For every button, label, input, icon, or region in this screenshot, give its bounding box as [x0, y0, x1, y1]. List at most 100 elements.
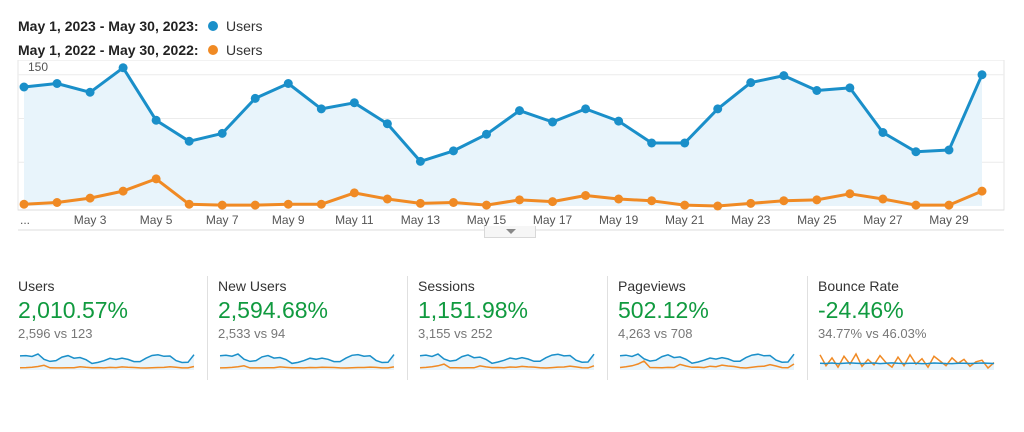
series-current-point-27: [878, 128, 888, 137]
metric-pageviews-name: Pageviews: [618, 278, 686, 294]
series-current-point-18: [581, 104, 591, 114]
series-current-point-26: [845, 83, 855, 93]
sparkline-current-area: [220, 354, 394, 370]
metric-bounce-rate[interactable]: Bounce Rate -24.46% 34.77% vs 46.03%: [808, 276, 1008, 380]
metric-new-users-value: 2,594.68%: [218, 297, 328, 323]
legend-current-range: May 1, 2023 - May 30, 2023:: [18, 18, 199, 34]
series-previous-point-11: [349, 188, 359, 198]
series-previous-point-4: [118, 186, 128, 196]
sparkline-current-area: [20, 354, 194, 370]
metric-pageviews[interactable]: Pageviews 502.12% 4,263 vs 708: [608, 276, 808, 380]
x-tick-label: May 3: [74, 213, 107, 227]
x-tick-label: May 23: [731, 213, 771, 227]
series-current-point-21: [680, 138, 690, 148]
series-previous-point-5: [151, 174, 161, 184]
legend-previous-dot: [208, 45, 218, 55]
series-previous-point-10: [316, 199, 326, 209]
metric-users-sparkline: [19, 353, 195, 370]
x-tick-label: May 25: [797, 213, 837, 227]
metric-pageviews-sparkline: [619, 353, 795, 370]
series-previous-point-25: [812, 195, 822, 205]
series-current-point-10: [316, 104, 326, 114]
metric-new-users-compare: 2,533 vs 94: [218, 326, 286, 341]
series-current-point-23: [746, 78, 756, 88]
series-previous-point-26: [845, 189, 855, 199]
collapse-chart-button[interactable]: [484, 226, 536, 238]
y-tick-label: 150: [28, 60, 48, 74]
sparkline-current-area: [620, 354, 794, 370]
legend-current-dot: [208, 21, 218, 31]
legend-previous: May 1, 2022 - May 30, 2022: Users: [18, 38, 263, 62]
sparkline-current-area: [420, 354, 594, 370]
x-tick-label: May 19: [599, 213, 639, 227]
series-current-line: [23, 66, 984, 163]
metric-bounce-rate-compare: 34.77% vs 46.03%: [818, 326, 927, 341]
x-tick-label: May 29: [929, 213, 969, 227]
metric-sessions[interactable]: Sessions 1,151.98% 3,155 vs 252: [408, 276, 608, 380]
series-previous-point-9: [283, 199, 293, 209]
series-previous-point-14: [448, 198, 458, 207]
series-current-point-22: [713, 104, 723, 114]
legend-previous-range: May 1, 2022 - May 30, 2022:: [18, 42, 199, 58]
x-tick-label: May 27: [863, 213, 903, 227]
series-previous-point-2: [52, 198, 62, 207]
x-tick-label: May 21: [665, 213, 705, 227]
metric-bounce-rate-value: -24.46%: [818, 297, 904, 323]
series-previous-point-27: [878, 194, 888, 204]
series-current-point-17: [548, 117, 558, 127]
series-current-point-8: [250, 93, 260, 103]
series-current-area: [24, 67, 982, 206]
x-tick-label: May 9: [272, 213, 305, 227]
sparkline-current-line: [219, 353, 395, 365]
series-previous-point-28: [911, 200, 921, 210]
sparkline-current-line: [619, 353, 795, 364]
series-current-point-30: [977, 70, 987, 80]
series-previous-point-7: [217, 200, 227, 210]
series-current-point-11: [349, 98, 359, 108]
sparkline-current-line: [819, 362, 995, 365]
metric-new-users[interactable]: New Users 2,594.68% 2,533 vs 94: [208, 276, 408, 380]
metric-new-users-sparkline: [219, 353, 395, 370]
metric-users-name: Users: [18, 278, 55, 294]
series-current-point-12: [382, 119, 392, 129]
series-current-point-2: [52, 79, 62, 88]
series-previous-point-29: [944, 200, 954, 210]
x-tick-label: May 7: [206, 213, 239, 227]
series-current-point-19: [614, 116, 624, 126]
chart-legend: May 1, 2023 - May 30, 2023: Users May 1,…: [18, 14, 263, 62]
legend-previous-metric[interactable]: Users: [226, 42, 263, 58]
metric-users-value: 2,010.57%: [18, 297, 128, 323]
series-current-point-25: [812, 86, 822, 95]
series-previous-point-16: [515, 195, 525, 205]
series-previous-point-21: [680, 200, 690, 210]
series-previous-point-3: [85, 193, 95, 203]
legend-current: May 1, 2023 - May 30, 2023: Users: [18, 14, 263, 38]
series-current-point-29: [944, 145, 954, 155]
metric-sessions-sparkline: [419, 353, 595, 370]
series-previous-point-19: [614, 194, 624, 204]
series-previous-point-15: [481, 200, 491, 210]
series-previous-line: [23, 177, 983, 208]
series-previous-point-24: [779, 196, 789, 206]
x-tick-label: May 17: [533, 213, 573, 227]
sparkline-previous-line: [419, 363, 595, 369]
metric-new-users-name: New Users: [218, 278, 287, 294]
series-current-point-7: [217, 128, 227, 138]
metric-users[interactable]: Users 2,010.57% 2,596 vs 123: [8, 276, 208, 380]
legend-current-metric[interactable]: Users: [226, 18, 263, 34]
metrics-summary: Users 2,010.57% 2,596 vs 123 New Users 2…: [8, 276, 1008, 380]
series-previous-point-17: [548, 197, 558, 207]
metric-pageviews-value: 502.12%: [618, 297, 709, 323]
series-previous-point-8: [250, 200, 260, 210]
sparkline-current-line: [19, 353, 195, 365]
metric-bounce-rate-sparkline: [819, 352, 995, 370]
metric-pageviews-compare: 4,263 vs 708: [618, 326, 693, 341]
metric-sessions-value: 1,151.98%: [418, 297, 528, 323]
metric-users-compare: 2,596 vs 123: [18, 326, 93, 341]
sparkline-previous-line: [219, 365, 395, 369]
x-tick-label: May 5: [140, 213, 173, 227]
series-previous-point-20: [647, 196, 657, 206]
sparkline-previous-line: [19, 364, 195, 369]
series-current-point-9: [283, 79, 293, 88]
series-current-point-14: [448, 146, 458, 156]
